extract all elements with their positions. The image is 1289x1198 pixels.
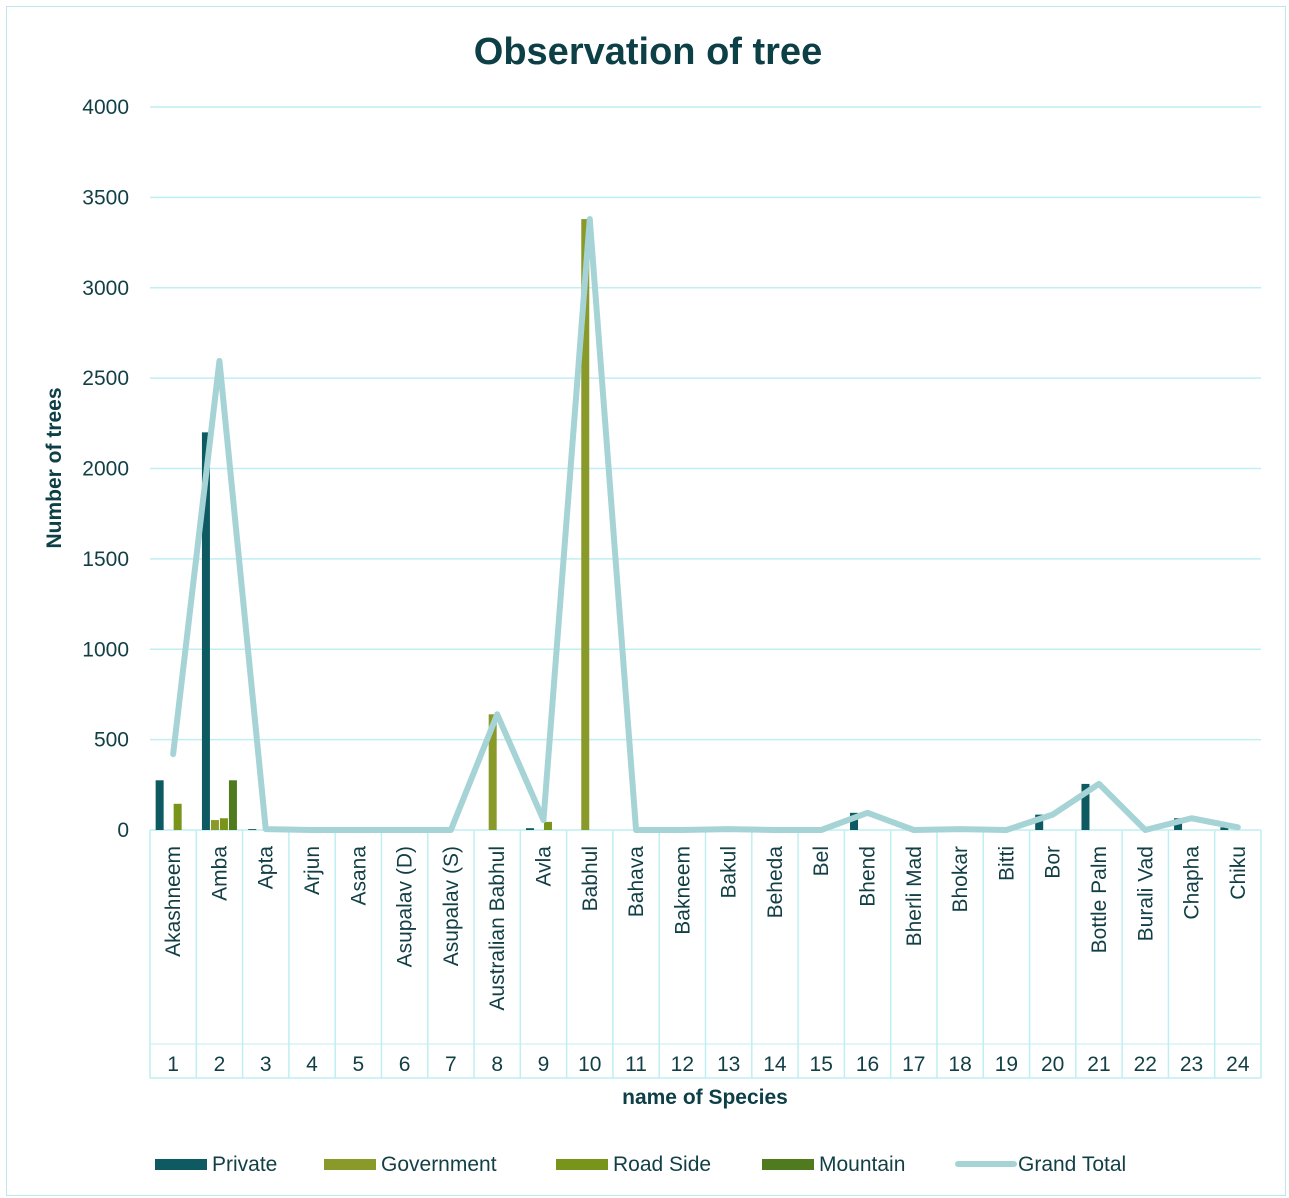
x-axis-categories: Akashneem 1 Amba 2 Apta 3 Arjun 4 Asana 5 Asupalav… [149, 830, 1262, 1079]
bar-private [248, 829, 257, 830]
y-tick-label: 0 [117, 819, 129, 842]
bar-road-side [543, 821, 552, 830]
category-label: Babhul [579, 846, 602, 911]
y-tick-label: 2000 [82, 458, 129, 481]
category-label: Apta [255, 846, 278, 890]
y-tick-label: 3500 [82, 186, 129, 209]
line-grand-total [170, 216, 1241, 833]
legend: Private Government Road Side Mountain Grand … [155, 1153, 1126, 1176]
legend-label: Government [381, 1153, 497, 1176]
category-index-label: 23 [1180, 1053, 1203, 1076]
category-label: Australian Babhul [486, 846, 509, 1011]
category-label: Bakneem [671, 846, 694, 935]
category-label: Bottle Palm [1088, 846, 1111, 953]
category-index-label: 9 [538, 1053, 550, 1076]
bars [155, 219, 1229, 830]
legend-label: Grand Total [1018, 1153, 1126, 1176]
x-axis-title: name of Species [622, 1086, 788, 1109]
legend-swatch [556, 1159, 608, 1170]
category-index-label: 15 [810, 1053, 833, 1076]
category-label: Bel [810, 846, 833, 876]
category-index-label: 4 [306, 1053, 318, 1076]
bar-private [525, 828, 534, 830]
legend-swatch [762, 1159, 814, 1170]
category-label: Chapha [1181, 846, 1204, 920]
bar-private [1220, 827, 1229, 830]
legend-swatch [155, 1159, 207, 1170]
bar-government [488, 714, 497, 830]
y-axis-title: Number of trees [43, 387, 66, 548]
category-label: Bherli Mad [903, 846, 926, 946]
chart-title: Observation of tree [474, 31, 822, 73]
category-label: Amba [208, 846, 231, 901]
category-index-label: 19 [995, 1053, 1018, 1076]
category-index-label: 18 [948, 1053, 971, 1076]
category-label: Bhokar [949, 846, 972, 913]
category-index-label: 10 [578, 1053, 601, 1076]
category-index-label: 3 [260, 1053, 272, 1076]
category-index-label: 11 [625, 1053, 647, 1076]
legend-swatch [324, 1159, 376, 1170]
legend-label: Private [212, 1153, 277, 1176]
category-label: Bahava [625, 846, 648, 918]
y-tick-label: 1500 [82, 548, 129, 571]
category-index-label: 1 [167, 1053, 179, 1076]
category-label: Bor [1042, 846, 1065, 879]
category-index-label: 16 [856, 1053, 879, 1076]
bar-private [1081, 783, 1090, 830]
category-index-label: 8 [491, 1053, 503, 1076]
category-label: Asupalav (D) [394, 846, 417, 967]
bar-government [210, 820, 219, 830]
category-index-label: 14 [763, 1053, 787, 1076]
category-label: Avla [532, 846, 555, 887]
y-tick-label: 2500 [82, 367, 129, 390]
y-axis-ticks: 0 500 1000 1500 2000 2500 3000 3500 4000 [82, 96, 129, 842]
legend-label: Road Side [613, 1153, 711, 1176]
category-index-label: 5 [352, 1053, 364, 1076]
chart-frame [6, 6, 1286, 1196]
category-label: Bitti [995, 846, 1018, 881]
bar-government [581, 219, 590, 830]
bar-private [155, 780, 164, 830]
category-index-label: 6 [399, 1053, 411, 1076]
gridlines [150, 106, 1261, 831]
category-label: Akashneem [162, 846, 185, 957]
category-index-label: 22 [1134, 1053, 1157, 1076]
bar-private [1035, 814, 1044, 830]
category-index-label: 24 [1226, 1053, 1250, 1076]
category-index-label: 12 [671, 1053, 694, 1076]
category-index-label: 2 [214, 1053, 226, 1076]
category-label: Bhend [857, 846, 880, 907]
category-label: Asupalav (S) [440, 846, 463, 966]
category-index-label: 13 [717, 1053, 740, 1076]
y-tick-label: 3000 [82, 277, 129, 300]
category-label: Arjun [301, 846, 324, 895]
category-label: Beheda [764, 846, 787, 919]
bar-private [201, 432, 210, 830]
category-index-label: 20 [1041, 1053, 1064, 1076]
bar-road-side [219, 818, 228, 830]
category-label: Asana [347, 846, 370, 906]
grand-total-line [170, 216, 1241, 833]
category-index-label: 7 [445, 1053, 457, 1076]
bar-private [850, 812, 859, 830]
category-label: Chiku [1227, 846, 1250, 900]
category-label: Burali Vad [1134, 846, 1157, 941]
legend-label: Mountain [819, 1153, 905, 1176]
category-index-label: 21 [1087, 1053, 1110, 1076]
y-tick-label: 1000 [82, 638, 129, 661]
category-label: Bakul [718, 846, 741, 899]
bar-road-side [173, 803, 182, 830]
category-index-label: 17 [902, 1053, 925, 1076]
bar-mountain [228, 780, 237, 830]
y-tick-label: 4000 [82, 96, 129, 119]
y-tick-label: 500 [94, 729, 129, 752]
